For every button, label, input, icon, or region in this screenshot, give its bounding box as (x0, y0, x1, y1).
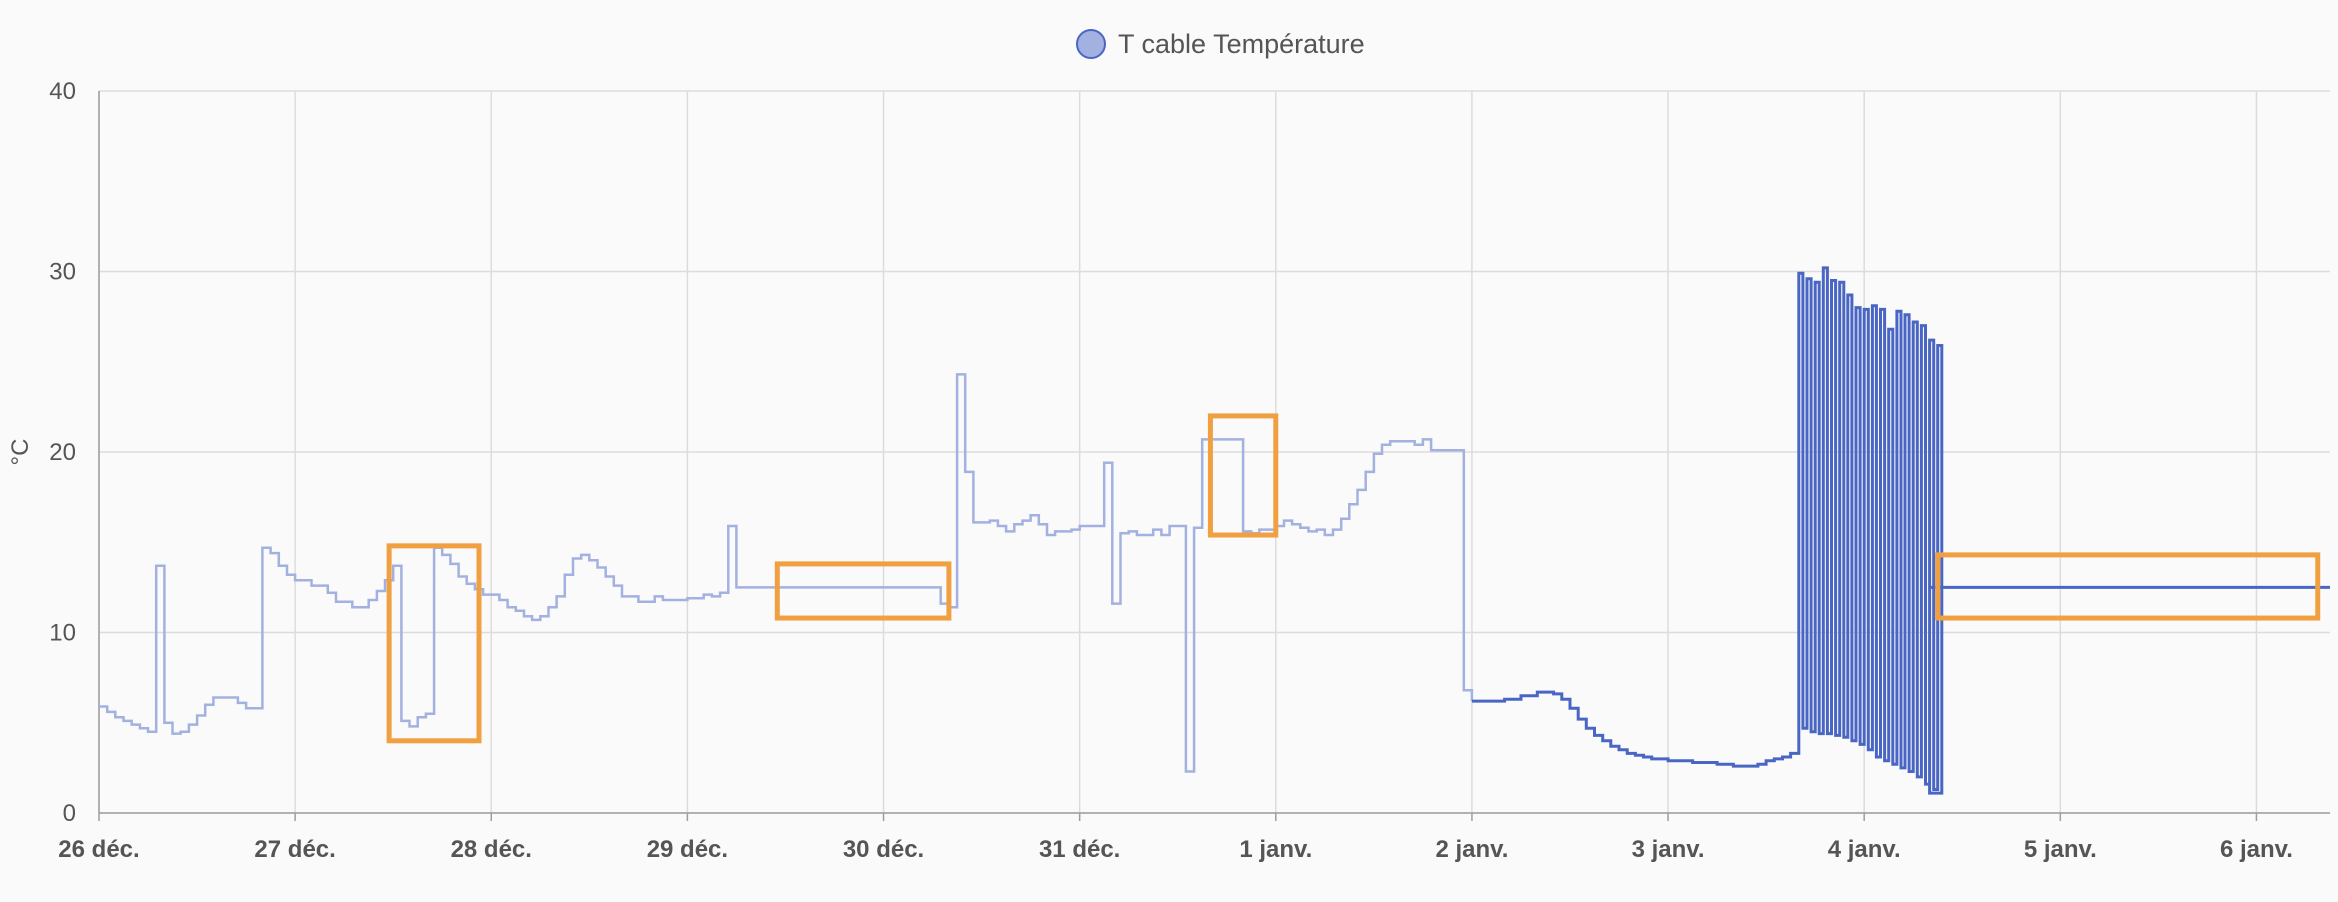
x-tick-label: 27 déc. (254, 836, 335, 863)
x-tick-label: 6 janv. (2220, 836, 2293, 863)
x-tick-label: 4 janv. (1828, 836, 1901, 863)
y-tick-label: 30 (49, 259, 76, 286)
x-tick-label: 26 déc. (58, 836, 139, 863)
x-tick-label: 1 janv. (1239, 836, 1312, 863)
y-tick-label: 40 (49, 78, 76, 105)
x-tick-label: 29 déc. (647, 836, 728, 863)
y-axis-label: °C (7, 439, 34, 466)
highlight-box (774, 561, 952, 621)
highlight-box (386, 543, 482, 744)
legend: T cable Température (1076, 29, 1365, 59)
highlight-box (1935, 552, 2321, 621)
y-tick-label: 0 (63, 800, 76, 827)
x-tick-label: 5 janv. (2024, 836, 2097, 863)
x-tick-label: 3 janv. (1632, 836, 1705, 863)
x-tick-label: 28 déc. (451, 836, 532, 863)
legend-label: T cable Température (1118, 29, 1365, 59)
series-line-dark (1471, 266, 2330, 795)
highlight-box (1207, 413, 1279, 538)
y-tick-label: 10 (49, 620, 76, 647)
y-tick-label: 20 (49, 439, 76, 466)
x-tick-label: 31 déc. (1039, 836, 1120, 863)
x-tick-label: 2 janv. (1435, 836, 1508, 863)
legend-swatch (1076, 29, 1106, 59)
series-line-light (99, 373, 1474, 773)
x-tick-label: 30 déc. (843, 836, 924, 863)
